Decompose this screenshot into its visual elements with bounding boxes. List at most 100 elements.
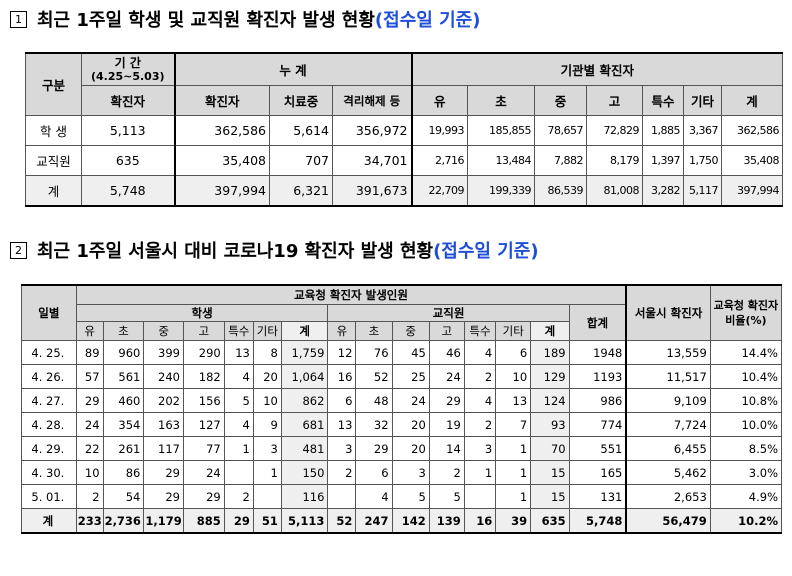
col-header-s-0: 유 [75, 321, 104, 341]
cell: 11,517 [625, 364, 711, 389]
cell: 2 [75, 484, 104, 509]
cell: 6,321 [269, 175, 333, 207]
cell: 10.0% [709, 412, 783, 437]
cell: 2 [428, 460, 465, 485]
cell: 142 [391, 508, 430, 534]
cell: 185,855 [467, 115, 536, 146]
cell: 1,885 [642, 115, 685, 146]
cell: 117 [143, 436, 184, 461]
cell: 5,462 [625, 460, 711, 485]
cell: 1 [495, 436, 532, 461]
section1-title: 최근 1주일 학생 및 교직원 확진자 발생 현황 [37, 10, 375, 31]
col-header-t-3: 고 [428, 321, 465, 341]
cell: 70 [530, 436, 570, 461]
cell: 460 [102, 388, 145, 413]
cell: 3 [463, 436, 497, 461]
cell: 29 [355, 436, 393, 461]
cell: 240 [143, 364, 184, 389]
cell: 56,479 [625, 508, 711, 534]
cell: 34,701 [331, 145, 413, 176]
cell: 20 [391, 412, 430, 437]
cell: 1 [252, 460, 282, 485]
cell: 22 [75, 436, 104, 461]
cell: 8.5% [709, 436, 783, 461]
cell: 199,339 [467, 175, 536, 207]
cell: 4. 27. [21, 388, 77, 413]
cell: 6 [495, 340, 532, 365]
cell: 7,724 [625, 412, 711, 437]
col-header-s-3: 고 [182, 321, 225, 341]
cell: 561 [102, 364, 145, 389]
cell: 7,882 [534, 145, 588, 176]
header-by-institution: 기관별 확진자 [410, 52, 784, 86]
cell: 885 [182, 508, 225, 534]
cell: 3.0% [709, 460, 783, 485]
header-other: 기타 [683, 85, 723, 116]
row-label: 교직원 [25, 145, 82, 176]
cell: 32 [355, 412, 393, 437]
cell: 681 [280, 412, 329, 437]
cell: 4. 26. [21, 364, 77, 389]
section2-title: 최근 1주일 서울시 대비 코로나19 확진자 발생 현황 [37, 241, 434, 262]
cell: 5 [391, 484, 430, 509]
cell: 29 [75, 388, 104, 413]
header-elem: 초 [467, 85, 536, 116]
cell: 7 [495, 412, 532, 437]
cell: 202 [143, 388, 184, 413]
cell: 19 [428, 412, 465, 437]
cell: 46 [428, 340, 465, 365]
cell: 2 [463, 412, 497, 437]
header-total: 계 [721, 85, 784, 116]
section-marker: 2 [10, 241, 27, 259]
cell: 1193 [568, 364, 627, 389]
cell: 3 [252, 436, 282, 461]
cell: 182 [182, 364, 225, 389]
cell: 10.2% [709, 508, 783, 534]
total-row: 계 233 2,736 1,179 885 29 51 5,113 52 247 142 139 16 3… [21, 508, 783, 534]
cell: 290 [182, 340, 225, 365]
cell: 35,408 [173, 145, 270, 176]
header-edu: 교육청 확진자 발생인원 [75, 284, 627, 305]
cell: 397,994 [173, 175, 270, 207]
cell: 3 [391, 460, 430, 485]
header-confirmed-cum: 확진자 [173, 85, 270, 116]
cell: 1 [495, 484, 532, 509]
cell: 77 [182, 436, 225, 461]
cell: 165 [568, 460, 627, 485]
cell: 5,614 [269, 115, 333, 146]
cell: 13 [223, 340, 254, 365]
cell: 397,994 [721, 175, 784, 207]
cell: 81,008 [586, 175, 644, 207]
cell: 10 [75, 460, 104, 485]
cell: 48 [355, 388, 393, 413]
header-staff: 교직원 [327, 304, 570, 322]
cell: 2 [223, 484, 254, 509]
cell: 391,673 [331, 175, 413, 207]
cell: 10 [252, 388, 282, 413]
cell: 1948 [568, 340, 627, 365]
header-sum: 합계 [568, 304, 627, 341]
cell: 29 [143, 484, 184, 509]
cell [252, 484, 282, 509]
cell: 481 [280, 436, 329, 461]
cell: 72,829 [586, 115, 644, 146]
cell: 1,759 [280, 340, 329, 365]
cell: 15 [530, 460, 570, 485]
cell: 52 [355, 364, 393, 389]
header-middle: 중 [534, 85, 588, 116]
cell: 5 [428, 484, 465, 509]
col-header-t-2: 중 [391, 321, 430, 341]
cell: 89 [75, 340, 104, 365]
table-row: 4. 26. 57 561 240 182 4 20 1,064 16 52 25 24 2 10 129 1… [21, 364, 783, 389]
header-high: 고 [586, 85, 644, 116]
cell [223, 460, 254, 485]
cell: 707 [269, 145, 333, 176]
cell: 29 [143, 460, 184, 485]
header-day: 일별 [21, 284, 77, 341]
cell: 10 [495, 364, 532, 389]
table-row: 4. 29. 22 261 117 77 1 3 481 3 29 20 14 3 1 70 551 6,455… [21, 436, 783, 461]
cell [327, 484, 357, 509]
cell: 12 [327, 340, 357, 365]
cell: 1,179 [143, 508, 184, 534]
cell: 2,716 [410, 145, 469, 176]
